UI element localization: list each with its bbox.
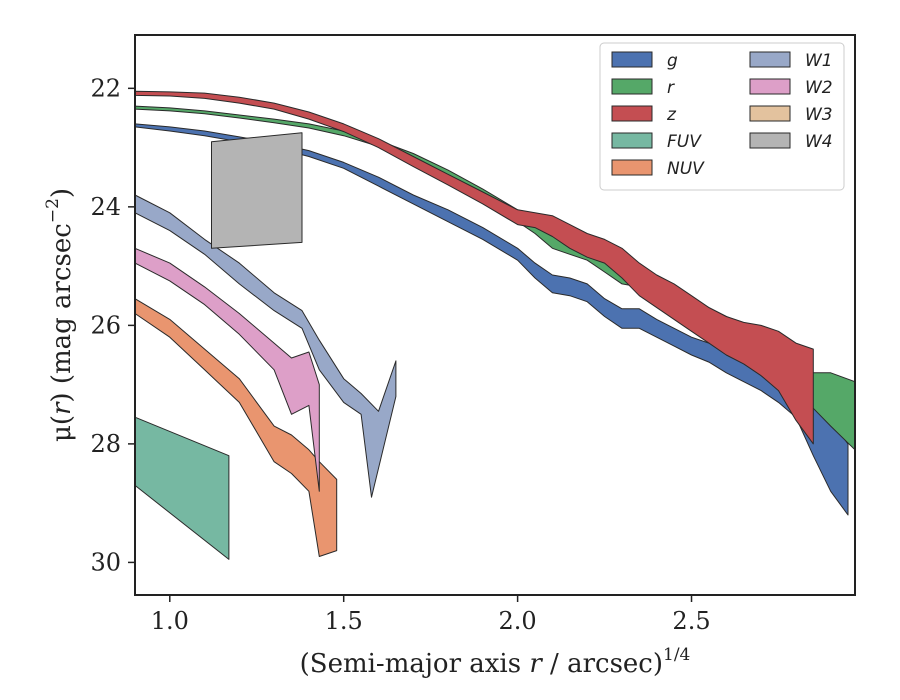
legend-swatch-z <box>611 105 653 122</box>
band-nuv <box>134 298 338 557</box>
x-tick-label: 2.5 <box>672 607 710 635</box>
legend-swatch-w4 <box>749 132 791 149</box>
legend-swatch-w1 <box>749 51 791 68</box>
x-axis-label: (Semi-major axis r / arcsec)1/4 <box>300 645 691 679</box>
legend-label-g: g <box>667 51 678 71</box>
y-tick-label: 22 <box>90 74 121 102</box>
legend-label-w4: W4 <box>805 132 833 152</box>
y-axis: 22 24 26 28 30 <box>90 74 135 576</box>
y-tick-label: 26 <box>90 311 121 339</box>
band-fuv <box>134 416 230 560</box>
band-w4 <box>211 132 303 249</box>
legend-label-w3: W3 <box>805 105 833 125</box>
band-g <box>134 123 849 516</box>
y-axis-label: μ(r) (mag arcsec−2) <box>43 188 77 442</box>
legend-label-z: z <box>666 105 677 125</box>
legend-swatch-w2 <box>749 78 791 95</box>
legend-swatch-g <box>611 51 653 68</box>
legend-label-r: r <box>667 78 675 98</box>
legend-label-nuv: NUV <box>667 159 705 179</box>
legend-swatch-w3 <box>749 105 791 122</box>
band-w2 <box>134 247 320 492</box>
x-axis: 1.0 1.5 2.0 2.5 <box>151 595 711 635</box>
x-tick-label: 2.0 <box>499 607 537 635</box>
legend-label-w1: W1 <box>805 51 833 71</box>
y-tick-label: 30 <box>90 548 121 576</box>
legend-label-w2: W2 <box>805 78 833 98</box>
x-tick-label: 1.0 <box>151 607 189 635</box>
legend-label-fuv: FUV <box>667 132 702 152</box>
band-w1 <box>134 194 397 498</box>
x-tick-label: 1.5 <box>325 607 363 635</box>
y-tick-label: 24 <box>90 193 121 221</box>
legend-swatch-nuv <box>611 159 653 176</box>
legend-swatch-fuv <box>611 132 653 149</box>
legend: grz FUV NUV W1 W2 W3 W4 <box>599 42 845 191</box>
legend-swatch-r <box>611 78 653 95</box>
band-z <box>134 90 814 445</box>
plot-frame <box>134 34 856 596</box>
y-tick-label: 28 <box>90 430 121 458</box>
